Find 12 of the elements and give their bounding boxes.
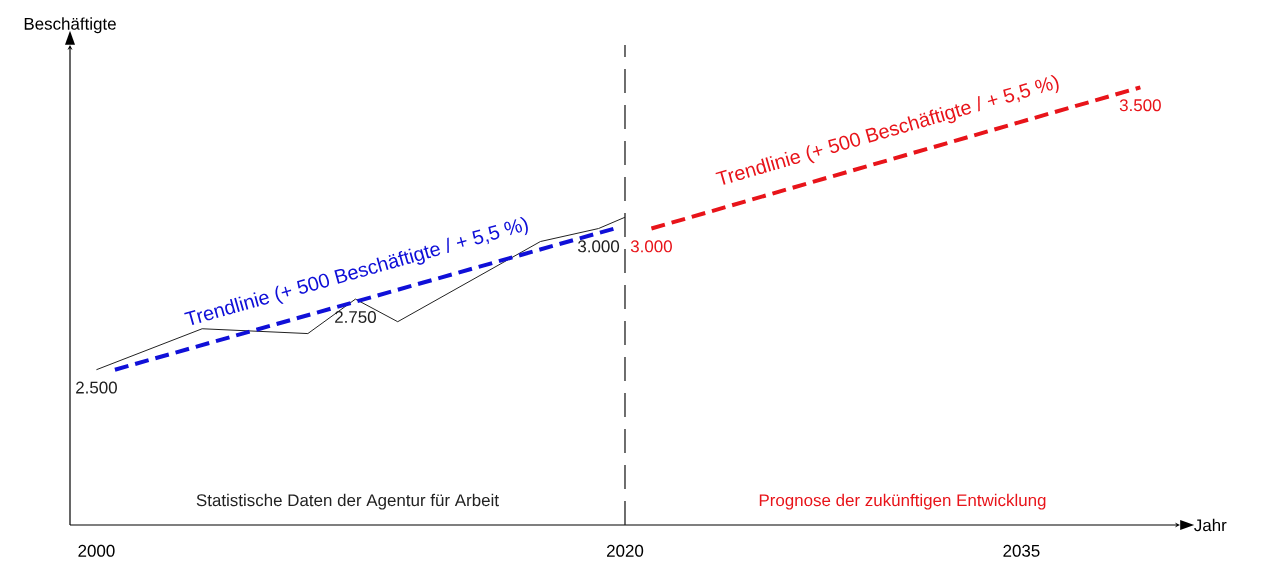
- data-label: 2.500: [76, 381, 117, 394]
- x-axis-title: Jahr: [1194, 518, 1227, 532]
- annotation: Prognose der zukünftigen Entwicklung: [759, 493, 1046, 510]
- x-tick-label: 2035: [1003, 544, 1040, 557]
- annotation: Statistische Daten der Agentur für Arbeit: [196, 493, 499, 510]
- data-label: 2.750: [335, 310, 376, 323]
- x-tick-label: 2020: [607, 544, 644, 557]
- data-label: 3.000: [578, 240, 620, 253]
- data-label: 3.500: [1119, 99, 1161, 112]
- y-axis-title: Beschäftigte: [24, 17, 116, 34]
- data-label: 3.000: [630, 240, 672, 253]
- x-tick-label: 2000: [78, 544, 115, 557]
